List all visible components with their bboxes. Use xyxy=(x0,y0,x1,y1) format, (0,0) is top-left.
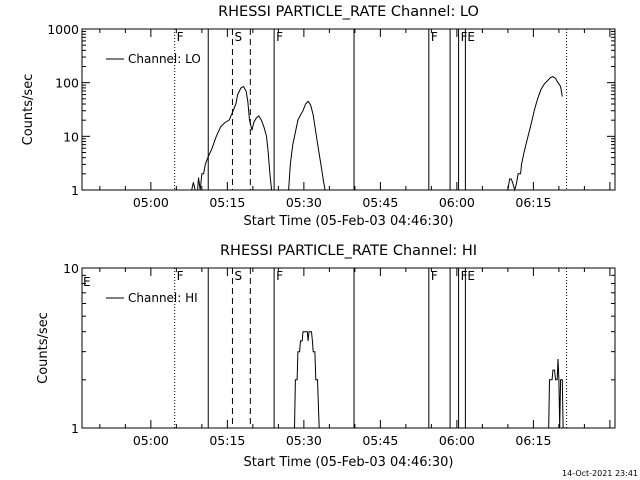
event-flag-1: F xyxy=(461,269,468,283)
series-line-0-0-0 xyxy=(191,85,273,191)
y-tick-label-0: 100 xyxy=(55,76,79,91)
x-tick-label-0: 05:00 xyxy=(133,195,169,210)
y-axis-label-0: Counts/sec xyxy=(21,74,36,146)
event-flag-0: F xyxy=(177,30,184,44)
event-flag-1: F xyxy=(431,269,438,283)
plot-frame-1 xyxy=(81,267,616,429)
x-tick-label-1: 06:15 xyxy=(515,433,551,448)
series-line-1-0-0 xyxy=(294,331,320,429)
event-flag-1: E xyxy=(467,269,475,283)
series-line-0-0-1 xyxy=(288,100,326,191)
x-tick-label-1: 05:15 xyxy=(209,433,245,448)
y-tick-label-0: 1 xyxy=(71,183,79,198)
event-flag-0: E xyxy=(467,30,475,44)
x-tick-label-1: 05:00 xyxy=(133,433,169,448)
event-flag-0: F xyxy=(276,30,283,44)
event-flag-0: F xyxy=(431,30,438,44)
edge-flag-1: E xyxy=(83,275,91,289)
event-flag-0: F xyxy=(461,30,468,44)
event-flag-1: F xyxy=(177,269,184,283)
plot-frame-0 xyxy=(81,28,616,191)
event-flag-1: F xyxy=(276,269,283,283)
x-axis-label-1: Start Time (05-Feb-03 04:46:30) xyxy=(244,455,454,470)
x-tick-label-1: 05:45 xyxy=(362,433,398,448)
event-flag-0: S xyxy=(234,30,242,44)
series-line-0-0-2 xyxy=(507,76,563,192)
footer-timestamp: 14-Oct-2021 23:41 xyxy=(562,469,638,478)
legend-entry-1: Channel: HI xyxy=(128,291,198,305)
chart-title-1: RHESSI PARTICLE_RATE Channel: HI xyxy=(220,243,477,259)
chart-title-0: RHESSI PARTICLE_RATE Channel: LO xyxy=(218,4,479,20)
legend-entry-0: Channel: LO xyxy=(128,52,201,66)
y-tick-label-1: 1 xyxy=(71,421,79,436)
x-tick-label-0: 05:30 xyxy=(286,195,322,210)
x-tick-label-0: 06:15 xyxy=(515,195,551,210)
x-tick-label-1: 05:30 xyxy=(286,433,322,448)
series-line-1-0-1 xyxy=(548,358,564,429)
x-tick-label-0: 05:15 xyxy=(209,195,245,210)
x-axis-label-0: Start Time (05-Feb-03 04:46:30) xyxy=(244,214,454,229)
y-axis-label-1: Counts/sec xyxy=(36,312,51,384)
x-tick-label-0: 05:45 xyxy=(362,195,398,210)
y-tick-label-0: 1000 xyxy=(47,22,79,37)
x-tick-label-1: 06:00 xyxy=(439,433,475,448)
x-tick-label-0: 06:00 xyxy=(439,195,475,210)
y-tick-label-1: 10 xyxy=(63,261,79,276)
y-tick-label-0: 10 xyxy=(63,129,79,144)
event-flag-1: S xyxy=(234,269,242,283)
